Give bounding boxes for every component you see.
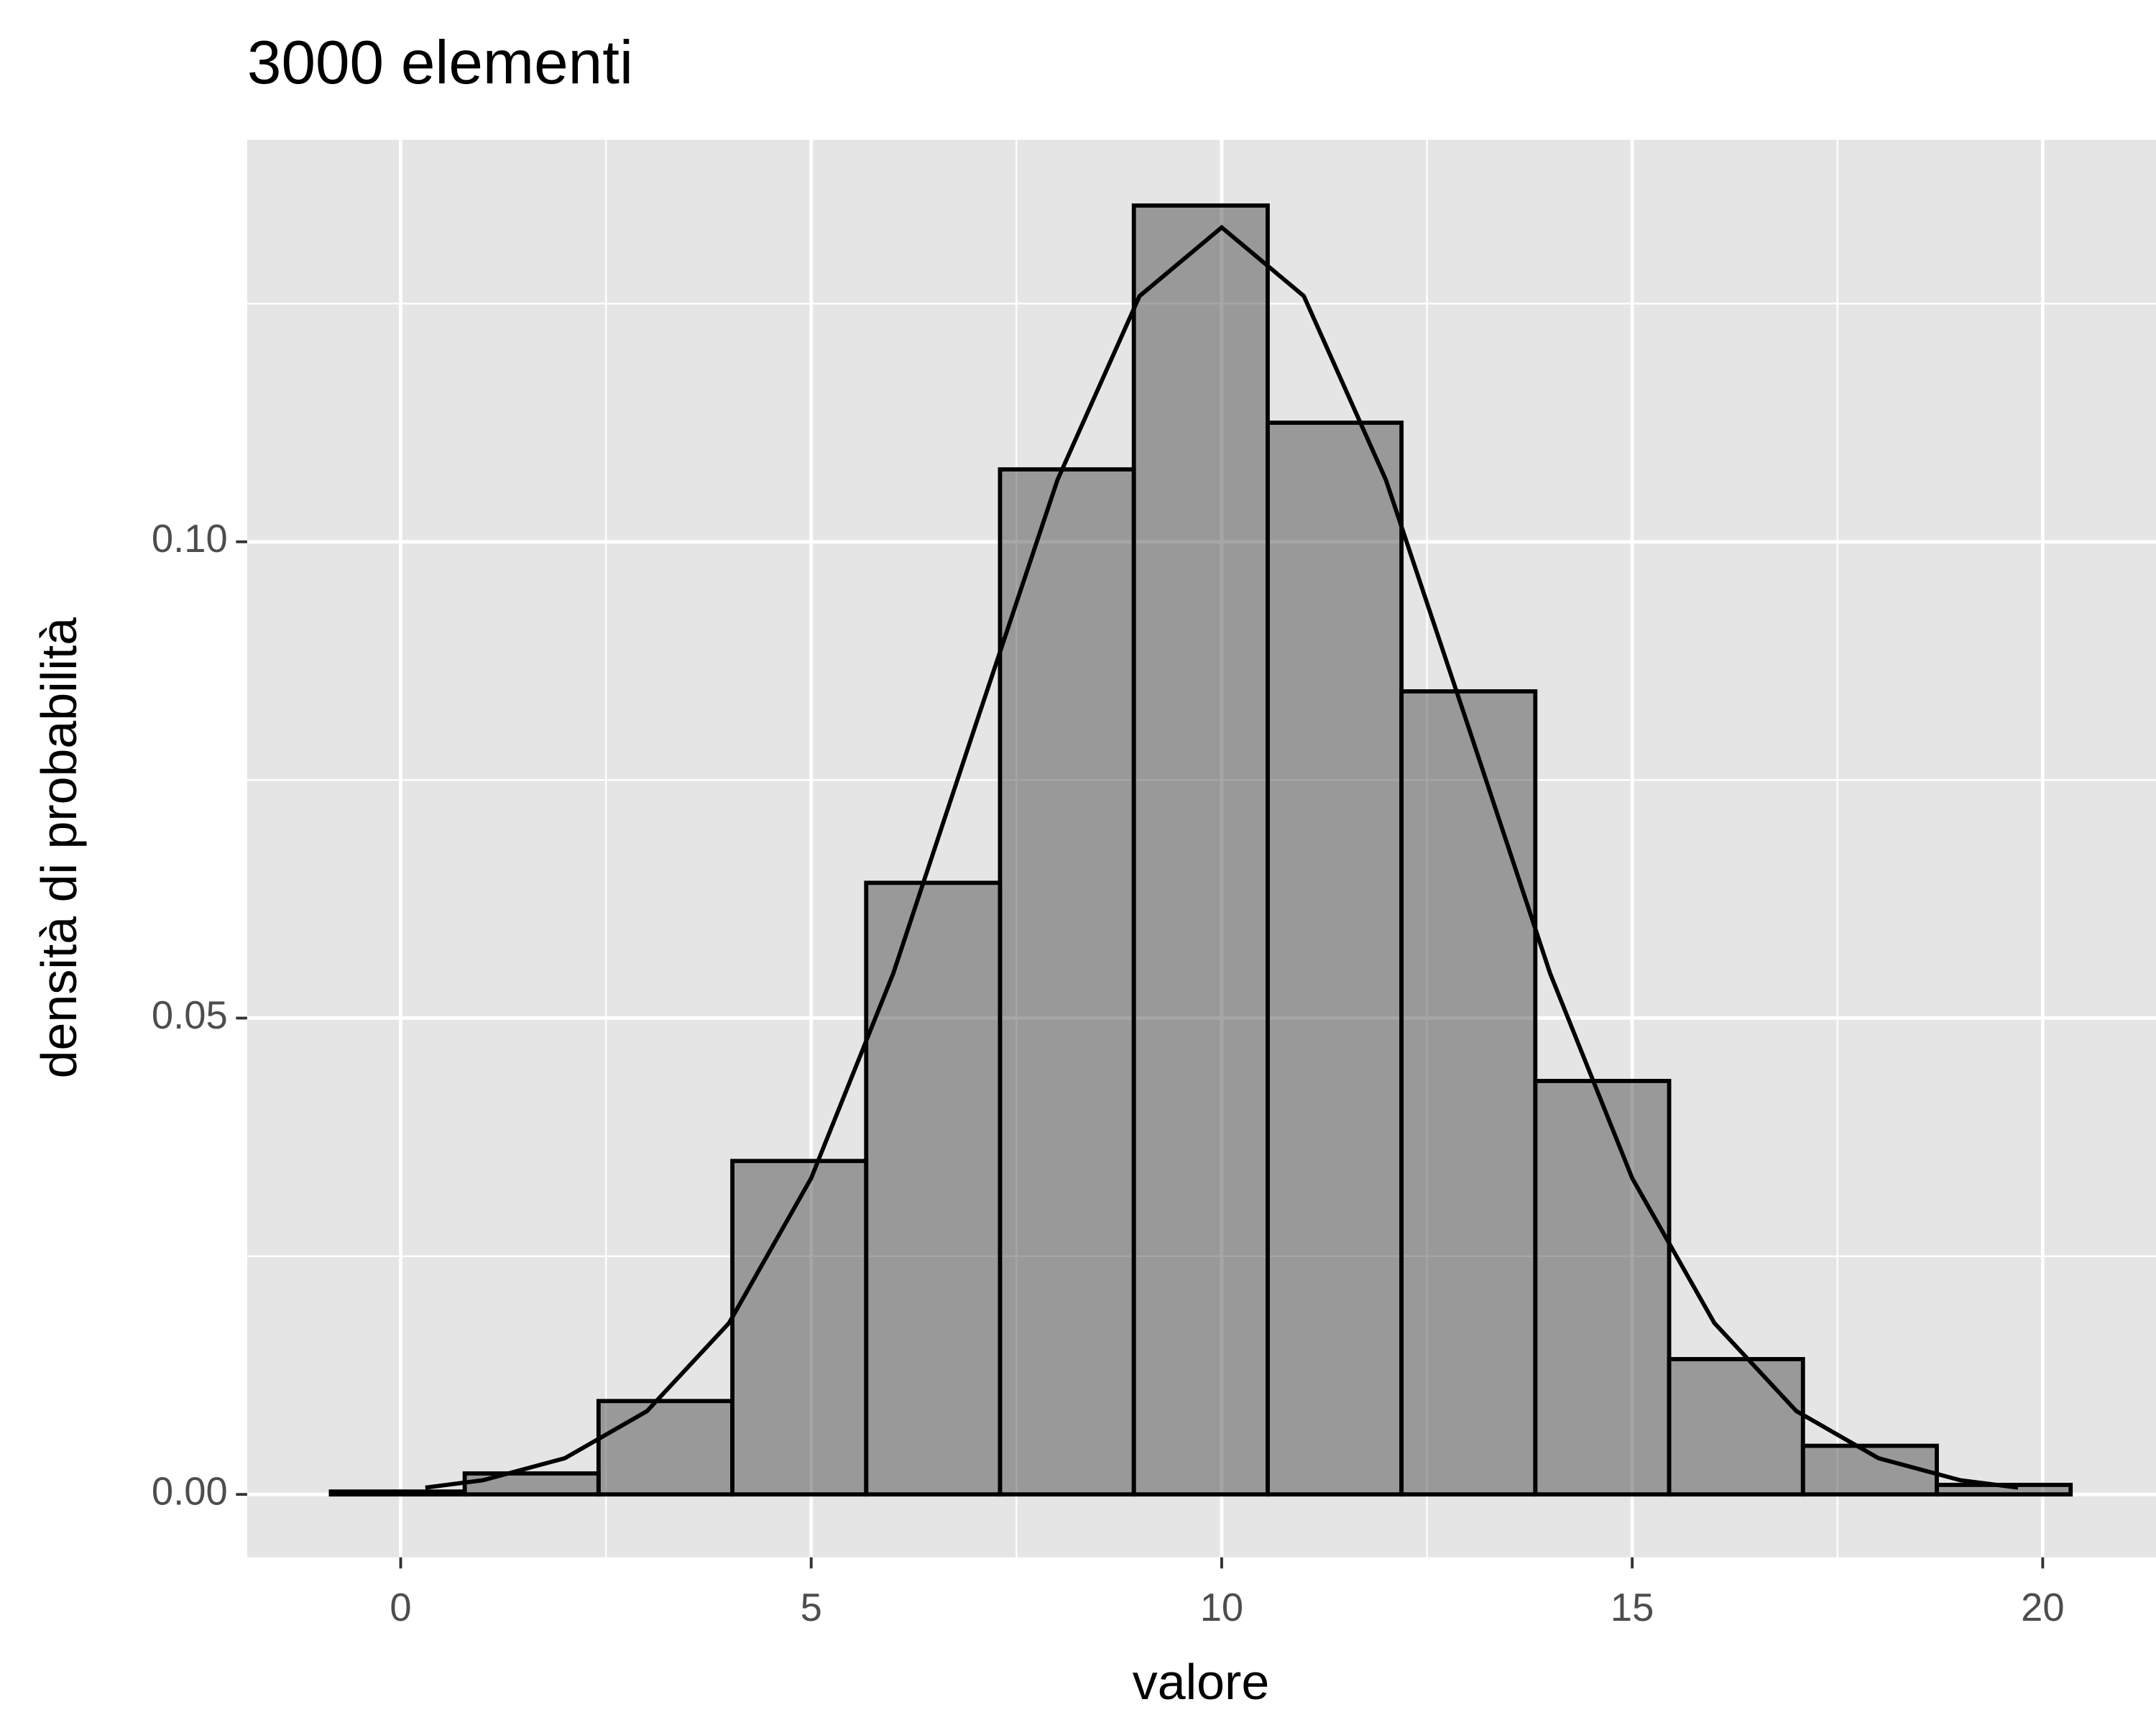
bar <box>596 1399 734 1497</box>
bar <box>1266 420 1404 1497</box>
y-tick-label: 0.00 <box>152 1470 228 1514</box>
x-tick-label: 5 <box>801 1586 822 1629</box>
bar <box>864 880 1003 1497</box>
bar <box>462 1471 601 1497</box>
y-tick-label: 0.10 <box>152 517 228 561</box>
x-tick-label: 10 <box>1200 1586 1243 1629</box>
x-tick-label: 15 <box>1611 1586 1654 1629</box>
bar <box>998 467 1136 1497</box>
x-tick-label: 20 <box>2021 1586 2065 1629</box>
bar <box>1667 1357 1805 1497</box>
bar <box>1399 689 1538 1497</box>
x-axis-title: valore <box>1133 1654 1269 1710</box>
y-axis-title: densità di probabilità <box>31 617 87 1079</box>
density-curve <box>425 224 2019 1490</box>
bar <box>328 1489 467 1497</box>
y-tick-label: 0.05 <box>152 993 228 1037</box>
bar <box>1131 203 1270 1497</box>
bar <box>730 1159 869 1497</box>
bar <box>1533 1079 1672 1497</box>
chart-title: 3000 elementi <box>247 29 633 97</box>
x-tick-label: 0 <box>390 1586 411 1629</box>
